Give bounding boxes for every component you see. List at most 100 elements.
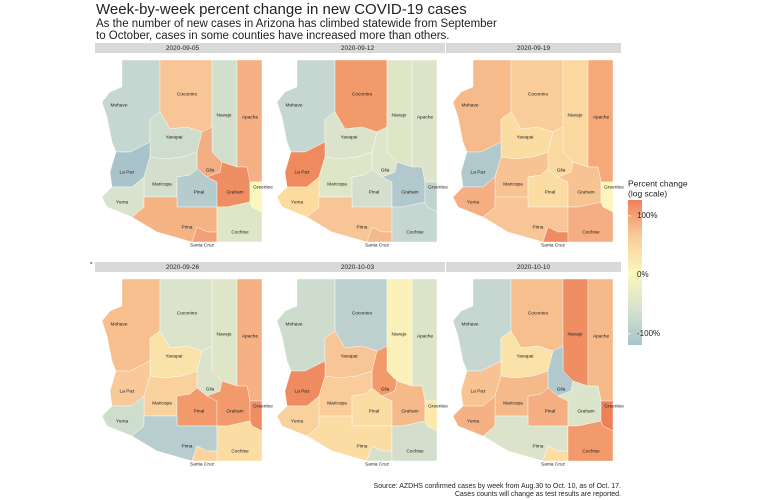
county-label: Cochise — [231, 229, 249, 235]
county-label: Yuma — [467, 199, 480, 205]
county-label: Pima — [533, 224, 544, 230]
county-label: Santa Cruz — [190, 242, 215, 248]
county-label: Maricopa — [503, 181, 523, 187]
county-label: Coconino — [528, 91, 549, 97]
county-label: Gila — [557, 386, 566, 392]
county-label: Mohave — [285, 102, 302, 108]
county-label: Cochise — [406, 229, 424, 235]
county-label: Pima — [182, 224, 193, 230]
county — [216, 201, 263, 243]
county-label: Coconino — [177, 91, 198, 97]
county-label: Navajo — [568, 331, 583, 337]
county-label: Cochise — [231, 448, 249, 454]
county-label: Apache — [417, 114, 434, 120]
county — [567, 201, 614, 243]
county-label: Gila — [206, 386, 215, 392]
county-map: Mohave Coconino Navajo Apache Yavapai Gila La … — [452, 278, 624, 467]
county-label: Santa Cruz — [541, 461, 566, 467]
county-label: Apache — [593, 114, 610, 120]
county-label: Graham — [401, 189, 418, 195]
county-label: Santa Cruz — [365, 242, 390, 248]
county-label: La Paz — [295, 169, 311, 175]
county-label: Pima — [357, 443, 368, 449]
county-label: Navajo — [217, 112, 232, 118]
county-label: Greenlee — [428, 184, 448, 190]
legend-tick-label: 100% — [637, 211, 657, 220]
county-label: Mohave — [110, 102, 127, 108]
county-label: Graham — [226, 408, 243, 414]
county-label: Apache — [242, 333, 259, 339]
county-label: La Paz — [120, 169, 136, 175]
county-label: Greenlee — [604, 403, 624, 409]
county-label: Gila — [381, 167, 390, 173]
county-label: Yuma — [116, 418, 129, 424]
county-label: Coconino — [177, 310, 198, 316]
county-label: Maricopa — [152, 400, 172, 406]
panel-strip — [270, 43, 445, 53]
source: Cases counts will change as test results… — [455, 491, 621, 498]
county-label: Graham — [577, 408, 594, 414]
county-label: Yavapai — [166, 134, 183, 140]
county-label: Coconino — [352, 91, 373, 97]
county-label: Pinal — [369, 189, 380, 195]
panel-date: 2020-09-26 — [166, 264, 200, 271]
panel-strip — [95, 43, 270, 53]
county-label: Apache — [242, 114, 259, 120]
county-label: Mohave — [285, 321, 302, 327]
subtitle: to October, cases in some counties have … — [96, 30, 450, 42]
county-label: Cochise — [582, 448, 600, 454]
county-label: La Paz — [120, 388, 136, 394]
county — [391, 420, 438, 462]
county-label: Mohave — [461, 102, 478, 108]
county-label: Yuma — [116, 199, 129, 205]
panel-date: 2020-09-05 — [166, 45, 200, 52]
county-label: La Paz — [471, 169, 487, 175]
county-map: Mohave Coconino Navajo Apache Yavapai Gila La … — [101, 278, 273, 467]
county-label: Greenlee — [604, 184, 624, 190]
county-label: Yuma — [291, 418, 304, 424]
legend-title: (log scale) — [628, 188, 667, 198]
county-label: Pima — [533, 443, 544, 449]
county-label: Pima — [357, 224, 368, 230]
county-label: Greenlee — [428, 403, 448, 409]
legend-tick-label: 0% — [637, 270, 649, 279]
panel-strip — [270, 262, 445, 272]
county-label: Yavapai — [341, 134, 358, 140]
panel-date: 2020-09-12 — [341, 45, 375, 52]
subtitle: As the number of new cases in Arizona ha… — [96, 18, 497, 30]
stray-label: a — [90, 260, 93, 265]
county-label: Coconino — [528, 310, 549, 316]
county — [216, 420, 263, 462]
county-label: Yavapai — [517, 134, 534, 140]
county-label: Navajo — [392, 331, 407, 337]
county-label: Pima — [182, 443, 193, 449]
county-label: Navajo — [217, 331, 232, 337]
panel-date: 2020-10-03 — [341, 264, 375, 271]
panel-strip — [95, 262, 270, 272]
county-label: Mohave — [461, 321, 478, 327]
panel-date: 2020-09-19 — [517, 45, 551, 52]
county — [411, 278, 438, 402]
county-label: Cochise — [582, 229, 600, 235]
county — [411, 59, 438, 183]
county — [236, 278, 263, 402]
county-label: Pinal — [369, 408, 380, 414]
county-label: Santa Cruz — [365, 461, 390, 467]
county-label: Apache — [417, 333, 434, 339]
county-label: Pinal — [194, 408, 205, 414]
county — [236, 59, 263, 183]
county — [391, 201, 438, 243]
county-label: Gila — [206, 167, 215, 173]
title: Week-by-week percent change in new COVID… — [96, 1, 467, 18]
county — [587, 278, 614, 402]
county-label: Gila — [557, 167, 566, 173]
county-label: Graham — [226, 189, 243, 195]
county-label: Greenlee — [253, 403, 273, 409]
county-label: Maricopa — [152, 181, 172, 187]
county — [587, 59, 614, 183]
legend-tick-label: -100% — [637, 329, 660, 338]
county-label: Yuma — [467, 418, 480, 424]
county-label: Yavapai — [341, 353, 358, 359]
county-label: Cochise — [406, 448, 424, 454]
